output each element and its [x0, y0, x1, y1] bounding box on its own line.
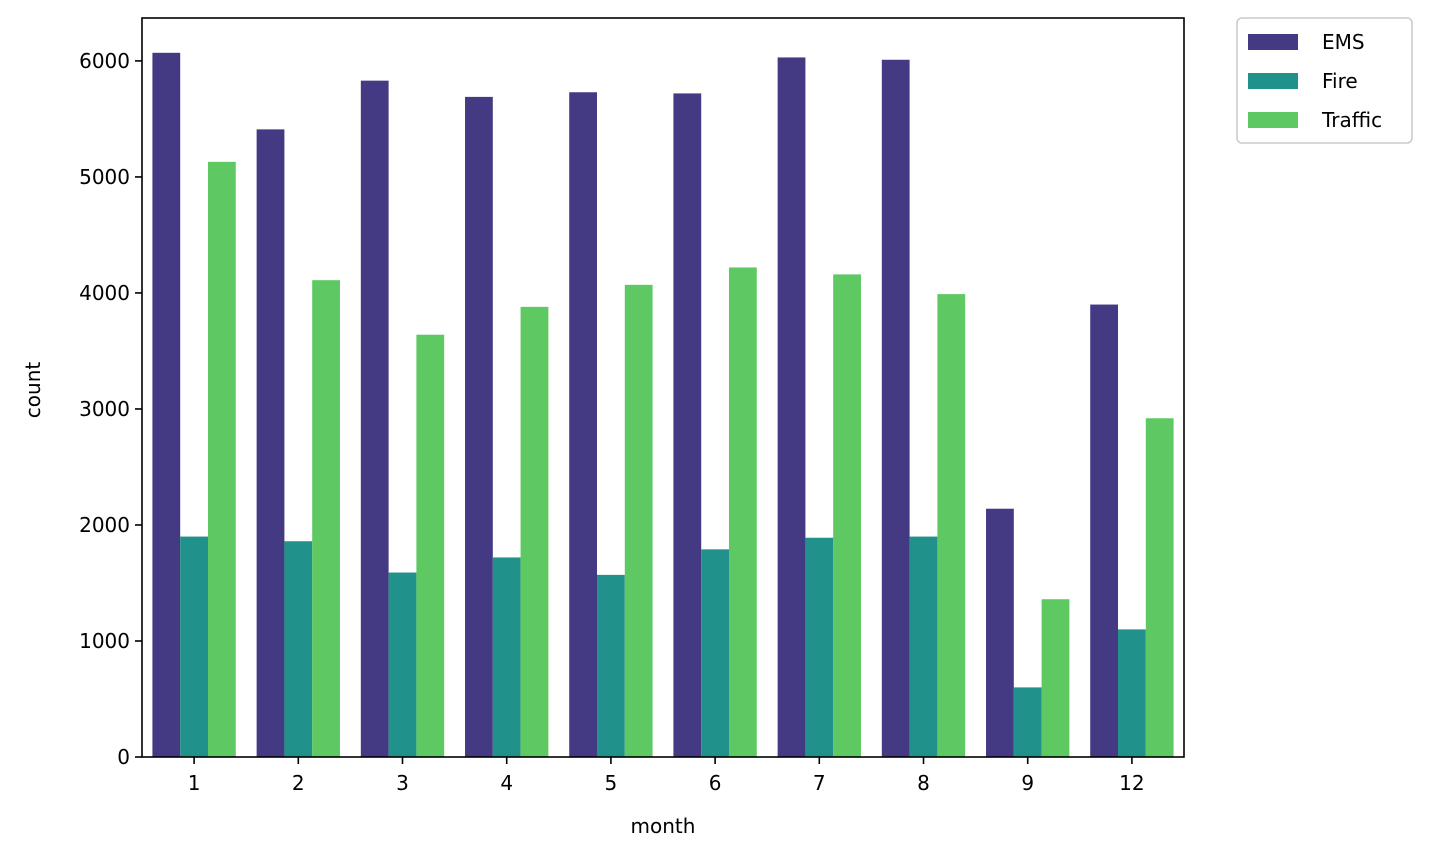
bar-fire-month-5: [597, 574, 625, 757]
bar-traffic-month-12: [1145, 418, 1174, 757]
bar-fire-month-8: [909, 536, 938, 757]
bar-ems-month-1: [152, 52, 181, 758]
plot-frame: [141, 17, 1185, 758]
bar-traffic-month-4: [520, 306, 549, 757]
x-tick-label: 6: [709, 771, 722, 795]
legend-label-ems: EMS: [1322, 30, 1365, 54]
bar-ems-month-2: [256, 129, 285, 757]
bar-traffic-month-6: [728, 267, 757, 757]
bar-traffic-month-9: [1041, 599, 1070, 757]
bar-fire-month-1: [180, 536, 208, 757]
bar-ems-month-5: [569, 92, 598, 757]
x-axis: 1 2 3 4 5 6 7 8 9 12: [188, 757, 1145, 795]
y-axis: 0 1000 2000 3000 4000 5000 6000: [79, 49, 142, 769]
x-tick-label: 12: [1119, 771, 1144, 795]
bar-ems-month-3: [360, 80, 389, 757]
bar-ems-month-9: [986, 508, 1014, 757]
bar-ems-month-12: [1090, 304, 1119, 757]
bar-fire-month-2: [284, 541, 313, 757]
bars-layer: [152, 52, 1174, 758]
bar-ems-month-4: [465, 96, 493, 757]
bar-fire-month-7: [805, 537, 834, 757]
x-tick-label: 8: [917, 771, 930, 795]
x-tick-label: 1: [188, 771, 201, 795]
legend-label-fire: Fire: [1322, 69, 1358, 93]
y-tick-label: 2000: [79, 513, 130, 537]
y-tick-label: 4000: [79, 281, 130, 305]
bar-fire-month-4: [492, 557, 521, 757]
bar-fire-month-12: [1118, 629, 1146, 757]
bar-ems-month-8: [881, 59, 910, 757]
x-tick-label: 3: [396, 771, 409, 795]
bar-traffic-month-1: [207, 161, 236, 758]
x-tick-label: 4: [500, 771, 513, 795]
legend-swatch-fire: [1248, 73, 1298, 89]
bar-fire-month-3: [388, 572, 417, 757]
bar-traffic-month-2: [312, 280, 340, 757]
bar-fire-month-9: [1013, 687, 1042, 757]
bar-ems-month-7: [777, 57, 806, 757]
legend-swatch-ems: [1248, 34, 1298, 50]
bar-ems-month-6: [673, 93, 702, 757]
y-axis-title: count: [21, 362, 45, 419]
x-tick-label: 9: [1021, 771, 1034, 795]
bar-traffic-month-5: [624, 284, 653, 757]
legend-swatch-traffic: [1248, 112, 1298, 128]
legend-label-traffic: Traffic: [1321, 108, 1382, 132]
y-tick-label: 5000: [79, 165, 130, 189]
x-tick-label: 7: [813, 771, 826, 795]
bar-fire-month-6: [701, 549, 729, 757]
bar-traffic-month-8: [937, 294, 966, 757]
y-tick-label: 6000: [79, 49, 130, 73]
x-tick-label: 5: [605, 771, 618, 795]
bar-traffic-month-7: [833, 274, 861, 757]
bar-traffic-month-3: [416, 334, 445, 757]
x-tick-label: 2: [292, 771, 305, 795]
legend: EMS Fire Traffic: [1236, 17, 1413, 144]
x-axis-title: month: [631, 814, 696, 838]
y-tick-label: 1000: [79, 629, 130, 653]
y-tick-label: 3000: [79, 397, 130, 421]
y-tick-label: 0: [117, 745, 130, 769]
